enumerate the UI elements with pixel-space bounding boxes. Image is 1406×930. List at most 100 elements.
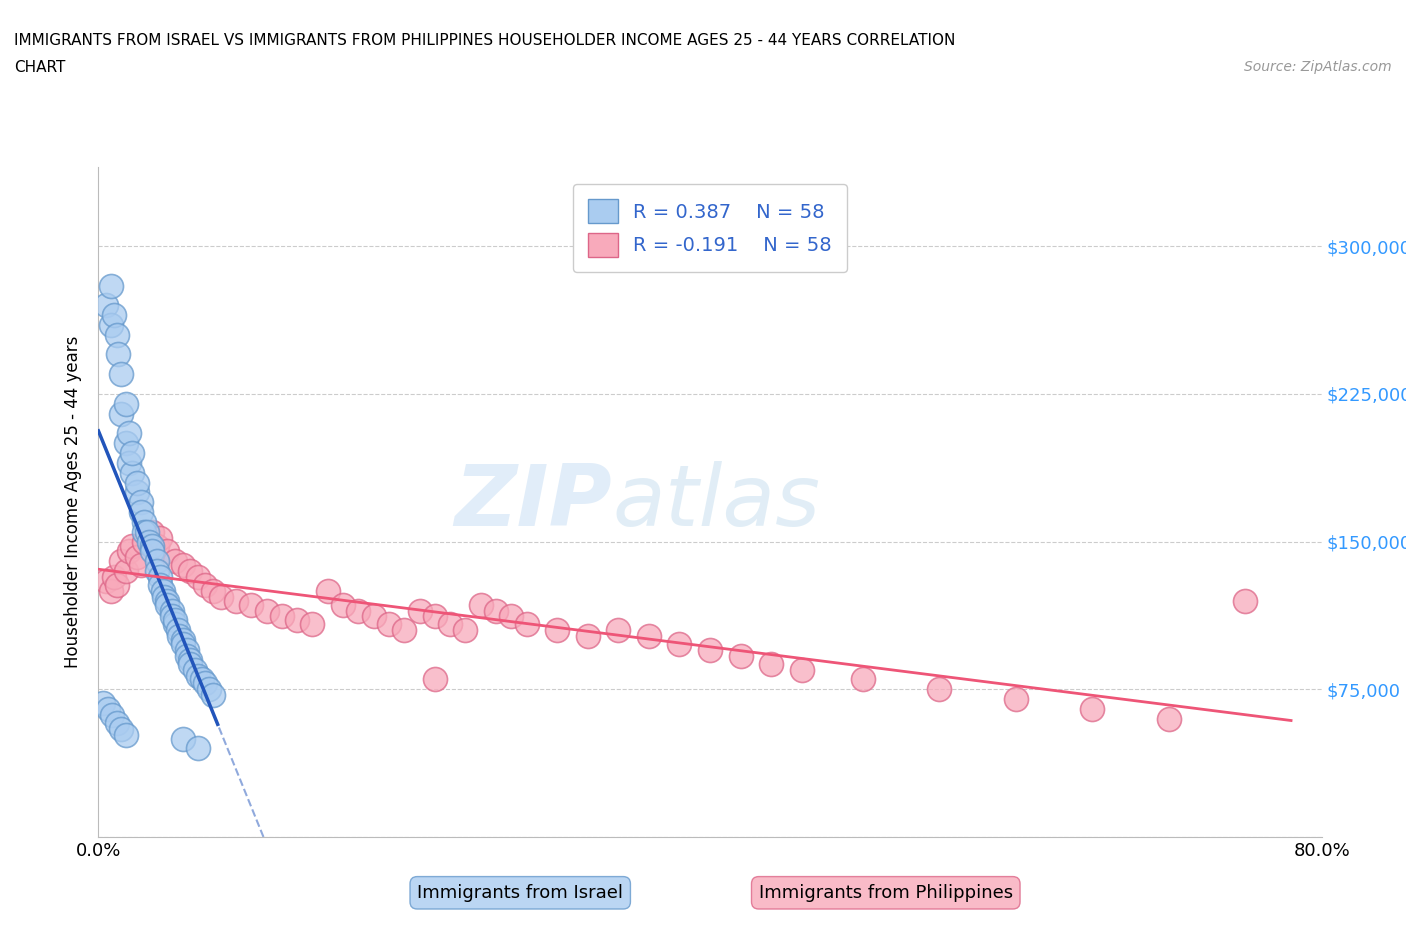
Point xyxy=(129,495,152,510)
Point xyxy=(516,617,538,631)
Point xyxy=(470,597,492,612)
Point xyxy=(332,597,354,612)
Point xyxy=(1157,711,1180,726)
Point xyxy=(167,623,190,638)
Point xyxy=(163,554,186,569)
Text: Immigrants from Israel: Immigrants from Israel xyxy=(418,884,623,902)
Point xyxy=(423,672,446,687)
Point xyxy=(408,603,430,618)
Point xyxy=(118,544,141,559)
Point xyxy=(115,727,138,742)
Point xyxy=(699,643,721,658)
Point xyxy=(172,632,194,647)
Point xyxy=(546,623,568,638)
Point xyxy=(103,569,125,584)
Point xyxy=(637,629,661,644)
Point xyxy=(110,722,132,737)
Point xyxy=(172,731,194,746)
Point xyxy=(301,617,323,631)
Point xyxy=(1081,701,1104,716)
Point xyxy=(105,327,128,342)
Text: CHART: CHART xyxy=(14,60,66,75)
Point xyxy=(1234,593,1257,608)
Point xyxy=(100,278,122,293)
Point xyxy=(197,682,219,697)
Point xyxy=(730,648,752,663)
Point xyxy=(145,564,167,578)
Point xyxy=(101,708,124,723)
Point xyxy=(153,590,176,604)
Point xyxy=(141,525,163,539)
Text: IMMIGRANTS FROM ISRAEL VS IMMIGRANTS FROM PHILIPPINES HOUSEHOLDER INCOME AGES 25: IMMIGRANTS FROM ISRAEL VS IMMIGRANTS FRO… xyxy=(14,33,956,47)
Point xyxy=(115,564,138,578)
Point xyxy=(928,682,950,697)
Point xyxy=(392,623,416,638)
Point xyxy=(134,514,156,529)
Point xyxy=(270,609,292,624)
Point xyxy=(94,298,117,312)
Point xyxy=(209,590,232,604)
Point xyxy=(138,534,160,549)
Point xyxy=(668,636,690,651)
Point xyxy=(576,629,599,644)
Point xyxy=(163,617,186,631)
Point xyxy=(129,558,152,573)
Point xyxy=(179,657,201,671)
Point xyxy=(125,550,148,565)
Point xyxy=(156,544,179,559)
Point xyxy=(103,308,125,323)
Point xyxy=(149,530,172,545)
Point xyxy=(121,465,143,480)
Point xyxy=(169,629,191,644)
Point xyxy=(105,578,128,592)
Point xyxy=(194,676,217,691)
Point xyxy=(115,435,138,450)
Point xyxy=(107,347,129,362)
Point xyxy=(172,558,194,573)
Point xyxy=(110,366,132,381)
Point xyxy=(160,609,183,624)
Point xyxy=(97,701,120,716)
Point xyxy=(187,569,209,584)
Point xyxy=(607,623,630,638)
Y-axis label: Householder Income Ages 25 - 44 years: Householder Income Ages 25 - 44 years xyxy=(65,336,83,669)
Point xyxy=(202,583,225,598)
Point xyxy=(136,525,159,539)
Text: Source: ZipAtlas.com: Source: ZipAtlas.com xyxy=(1244,60,1392,74)
Point xyxy=(172,636,194,651)
Text: atlas: atlas xyxy=(612,460,820,544)
Point xyxy=(105,715,128,730)
Point xyxy=(149,578,172,592)
Point xyxy=(790,662,813,677)
Point xyxy=(439,617,461,631)
Point xyxy=(501,609,523,624)
Point xyxy=(160,603,183,618)
Point xyxy=(179,564,201,578)
Point xyxy=(118,426,141,441)
Point xyxy=(125,475,148,490)
Point xyxy=(145,554,167,569)
Point xyxy=(129,505,152,520)
Point xyxy=(256,603,278,618)
Point xyxy=(152,583,174,598)
Point xyxy=(184,662,207,677)
Point xyxy=(179,652,201,667)
Point xyxy=(225,593,247,608)
Point xyxy=(91,696,114,711)
Point xyxy=(363,609,385,624)
Point xyxy=(852,672,875,687)
Point xyxy=(423,609,446,624)
Point xyxy=(163,613,186,628)
Point xyxy=(316,583,339,598)
Point xyxy=(145,538,167,553)
Point xyxy=(110,554,132,569)
Point xyxy=(454,623,477,638)
Point xyxy=(176,643,198,658)
Point xyxy=(125,485,148,499)
Point xyxy=(187,668,209,683)
Point xyxy=(156,597,179,612)
Point xyxy=(115,396,138,411)
Point xyxy=(121,445,143,460)
Point xyxy=(191,672,214,687)
Point xyxy=(141,544,163,559)
